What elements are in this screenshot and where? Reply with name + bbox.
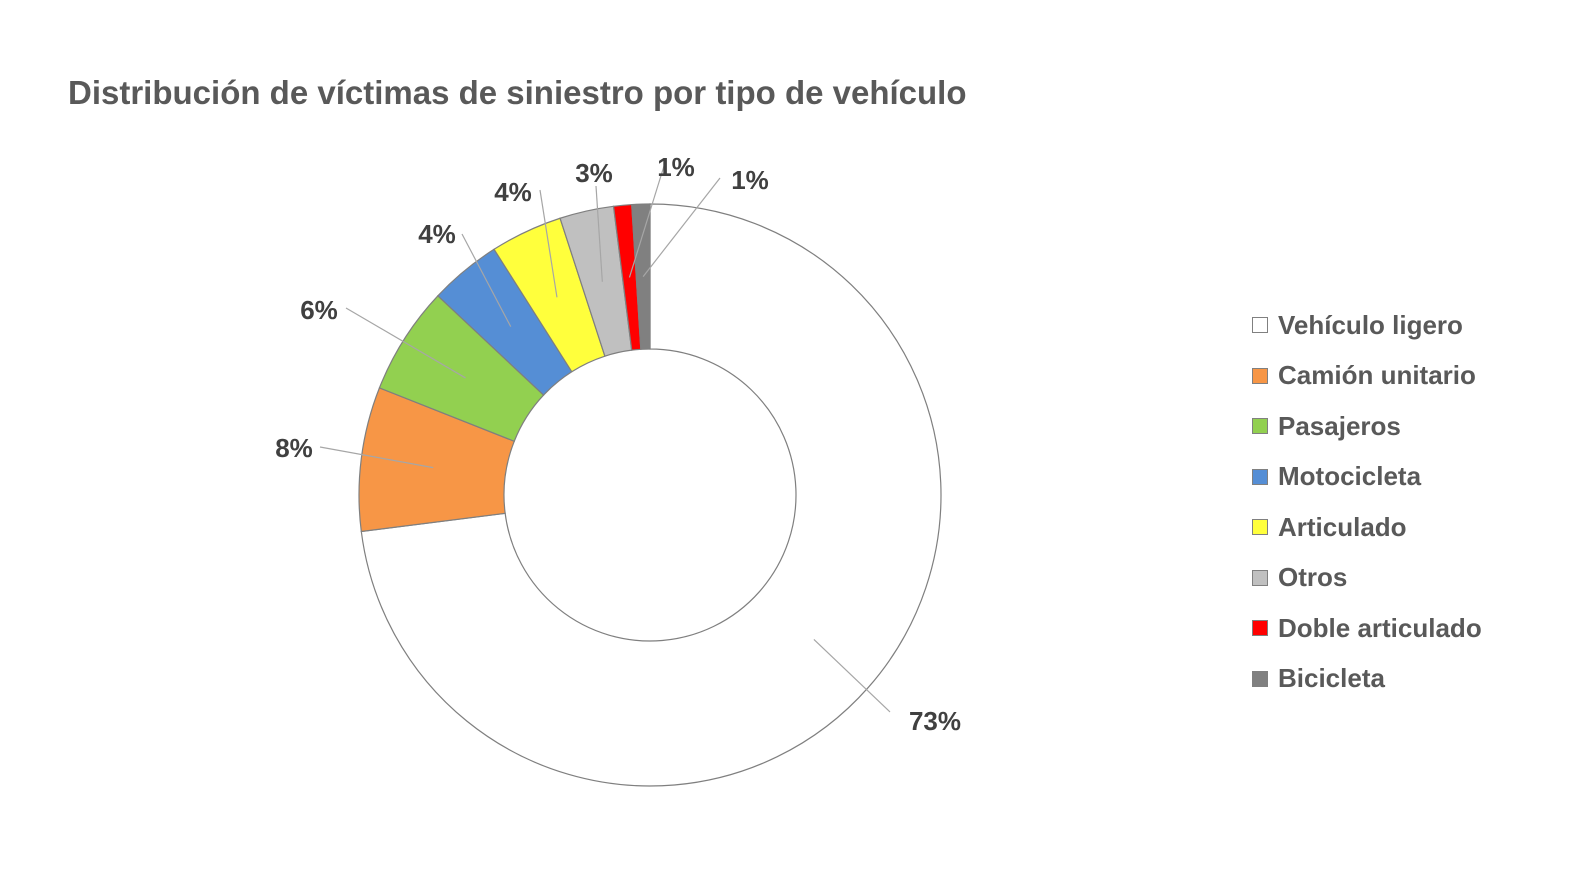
leader-line [319, 446, 434, 469]
legend-item: Otros [1252, 553, 1482, 604]
legend-item: Doble articulado [1252, 603, 1482, 654]
leader-line [813, 639, 891, 713]
leader-line [595, 185, 603, 282]
legend-label: Camión unitario [1278, 360, 1476, 391]
leader-line [628, 165, 665, 278]
legend-label: Pasajeros [1278, 410, 1401, 441]
legend-item: Bicicleta [1252, 654, 1482, 705]
data-label: 1% [657, 152, 695, 182]
legend-label: Doble articulado [1278, 612, 1482, 643]
legend-item: Camión unitario [1252, 351, 1482, 402]
legend-swatch [1252, 519, 1268, 536]
leader-line [539, 189, 558, 298]
data-label: 73% [909, 706, 961, 736]
legend-label: Motocicleta [1278, 461, 1422, 492]
legend-swatch [1252, 317, 1268, 334]
data-label: 4% [494, 177, 532, 207]
legend-swatch [1252, 418, 1268, 435]
legend-item: Pasajeros [1252, 401, 1482, 452]
legend-item: Vehículo ligero [1252, 300, 1482, 351]
legend-item: Articulado [1252, 502, 1482, 553]
legend-swatch [1252, 569, 1268, 586]
legend-label: Otros [1278, 562, 1348, 593]
leader-line [461, 233, 512, 327]
slice-bicicleta [631, 203, 651, 350]
slices-layer [358, 203, 942, 787]
legend-swatch [1252, 367, 1268, 384]
legend-swatch [1252, 620, 1268, 637]
data-labels: 73% 8% 6% 4% 4% 3% 1% 1% [275, 152, 961, 736]
legend-label: Vehículo ligero [1278, 309, 1463, 340]
legend-swatch [1252, 468, 1268, 485]
legend-label: Articulado [1278, 511, 1407, 542]
data-label: 4% [418, 219, 456, 249]
data-label: 1% [731, 165, 769, 195]
leader-line [345, 307, 466, 379]
legend-label: Bicicleta [1278, 663, 1385, 694]
slice-vehículo-ligero [360, 203, 942, 787]
legend-item: Motocicleta [1252, 452, 1482, 503]
leader-lines [319, 165, 891, 713]
leader-line [642, 177, 721, 277]
legend: Vehículo ligero Camión unitario Pasajeros M… [1252, 300, 1482, 704]
data-label: 6% [300, 295, 338, 325]
data-label: 8% [275, 433, 313, 463]
chart-title: Distribución de víctimas de siniestro po… [68, 74, 967, 111]
legend-swatch [1252, 670, 1268, 687]
data-label: 3% [575, 158, 613, 188]
